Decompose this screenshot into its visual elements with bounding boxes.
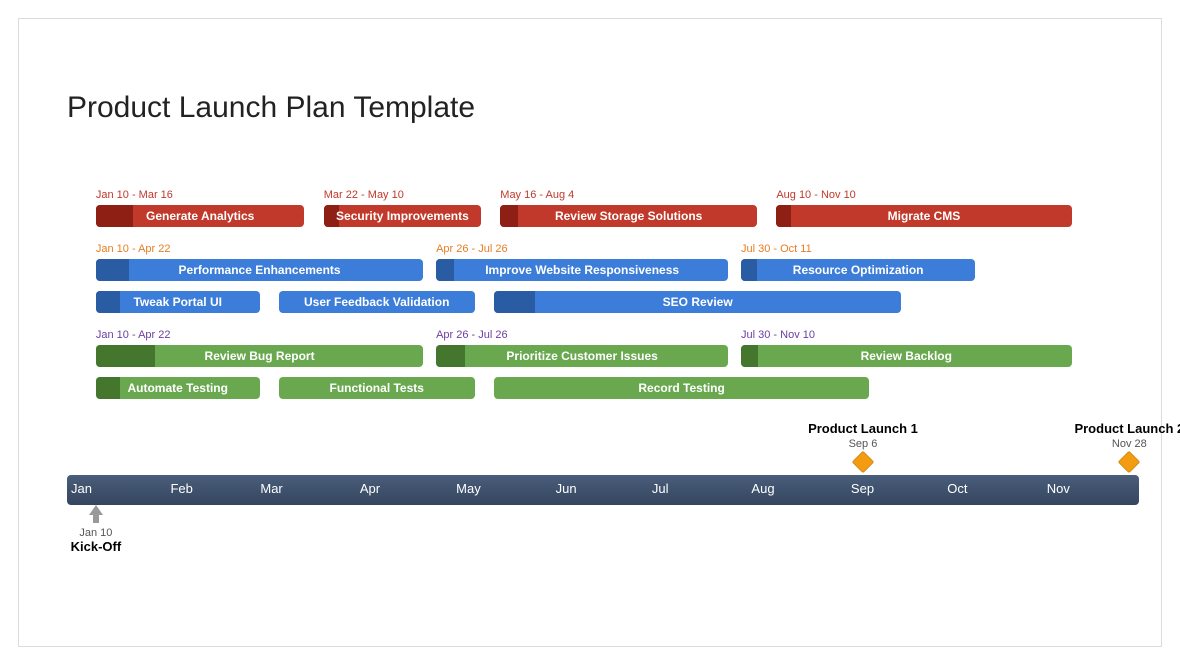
gantt-bar-label: Migrate CMS	[888, 209, 961, 223]
gantt-bar[interactable]: Resource Optimization	[741, 259, 975, 281]
axis-month-label: Aug	[751, 481, 774, 496]
bar-date-label: Jul 30 - Oct 11	[741, 243, 812, 255]
gantt-bar-progress	[436, 259, 454, 281]
gantt-bar[interactable]: Record Testing	[494, 377, 870, 399]
arrow-stem	[93, 515, 99, 523]
slide-canvas: Product Launch Plan Template Jan 10 - Ma…	[18, 18, 1162, 647]
bar-date-label: Jan 10 - Mar 16	[96, 189, 173, 201]
bar-date-label: May 16 - Aug 4	[500, 189, 574, 201]
milestone-date: Sep 6	[803, 438, 923, 450]
gantt-bar-label: Performance Enhancements	[179, 263, 341, 277]
gantt-bar[interactable]: Migrate CMS	[776, 205, 1071, 227]
gantt-bar[interactable]: Automate Testing	[96, 377, 260, 399]
gantt-bar-progress	[494, 291, 535, 313]
gantt-bar[interactable]: User Feedback Validation	[279, 291, 475, 313]
gantt-bar[interactable]: Review Storage Solutions	[500, 205, 757, 227]
bar-date-label: Jan 10 - Apr 22	[96, 329, 171, 341]
axis-month-label: Oct	[947, 481, 967, 496]
gantt-bar-progress	[436, 345, 465, 367]
gantt-bar-label: Tweak Portal UI	[133, 295, 221, 309]
gantt-bar[interactable]: Tweak Portal UI	[96, 291, 260, 313]
arrow-up-icon	[89, 505, 103, 515]
gantt-bar-label: Improve Website Responsiveness	[485, 263, 679, 277]
axis-month-label: Jul	[652, 481, 669, 496]
gantt-bar-progress	[741, 259, 757, 281]
gantt-bar-progress	[741, 345, 758, 367]
diamond-icon	[1118, 451, 1141, 474]
axis-month-label: Feb	[170, 481, 192, 496]
axis-month-label: Mar	[260, 481, 282, 496]
gantt-bar-progress	[96, 377, 121, 399]
milestone-date: Nov 28	[1069, 438, 1180, 450]
bar-date-label: Jul 30 - Nov 10	[741, 329, 815, 341]
milestone-date: Jan 10	[56, 527, 136, 539]
gantt-bar[interactable]: Generate Analytics	[96, 205, 305, 227]
bar-date-label: Aug 10 - Nov 10	[776, 189, 856, 201]
gantt-chart: Jan 10 - Mar 16 Mar 22 - May 10 May 16 - A…	[67, 189, 1139, 599]
gantt-bar-progress	[96, 205, 134, 227]
gantt-bar-label: Review Storage Solutions	[555, 209, 702, 223]
gantt-bar-label: Review Backlog	[861, 349, 952, 363]
gantt-bar[interactable]: Prioritize Customer Issues	[436, 345, 728, 367]
milestone-name: Product Launch 2	[1069, 421, 1180, 436]
milestone-name: Product Launch 1	[803, 421, 923, 436]
gantt-bar-label: Resource Optimization	[793, 263, 924, 277]
gantt-bar-label: User Feedback Validation	[304, 295, 449, 309]
gantt-bar[interactable]: Performance Enhancements	[96, 259, 423, 281]
bar-date-label: Mar 22 - May 10	[324, 189, 404, 201]
milestone-above: Product Launch 1 Sep 6	[803, 421, 923, 470]
milestone-below: Jan 10Kick-Off	[56, 505, 136, 554]
milestone-name: Kick-Off	[56, 539, 136, 554]
axis-month-label: Jan	[71, 481, 92, 496]
gantt-bar-progress	[96, 345, 155, 367]
gantt-bar-label: Prioritize Customer Issues	[506, 349, 657, 363]
axis-month-label: Nov	[1047, 481, 1070, 496]
axis-month-label: Apr	[360, 481, 380, 496]
bar-date-label: Jan 10 - Apr 22	[96, 243, 171, 255]
gantt-bar[interactable]: Functional Tests	[279, 377, 475, 399]
axis-month-label: Jun	[556, 481, 577, 496]
diamond-icon	[852, 451, 875, 474]
timeline-axis: Jan Feb Mar Apr May Jun Jul Aug Sep Oct Nov	[67, 475, 1139, 505]
gantt-bar[interactable]: Improve Website Responsiveness	[436, 259, 728, 281]
gantt-bar[interactable]: SEO Review	[494, 291, 902, 313]
gantt-bar[interactable]: Review Backlog	[741, 345, 1072, 367]
gantt-bar-progress	[96, 259, 129, 281]
gantt-bar-label: Automate Testing	[127, 381, 227, 395]
gantt-bar-label: Generate Analytics	[146, 209, 254, 223]
gantt-bar-progress	[96, 291, 121, 313]
bar-date-label: Apr 26 - Jul 26	[436, 243, 508, 255]
bar-date-label: Apr 26 - Jul 26	[436, 329, 508, 341]
gantt-bar-progress	[500, 205, 518, 227]
milestone-above: Product Launch 2 Nov 28	[1069, 421, 1180, 470]
gantt-bar-progress	[776, 205, 791, 227]
axis-month-label: Sep	[851, 481, 874, 496]
gantt-bar[interactable]: Security Improvements	[324, 205, 481, 227]
gantt-bar-label: Security Improvements	[336, 209, 469, 223]
gantt-bar[interactable]: Review Bug Report	[96, 345, 423, 367]
gantt-bar-label: Review Bug Report	[205, 349, 315, 363]
axis-month-label: May	[456, 481, 481, 496]
gantt-bar-label: Functional Tests	[329, 381, 423, 395]
page-title: Product Launch Plan Template	[67, 91, 475, 125]
gantt-bar-label: SEO Review	[663, 295, 733, 309]
gantt-bar-label: Record Testing	[638, 381, 724, 395]
